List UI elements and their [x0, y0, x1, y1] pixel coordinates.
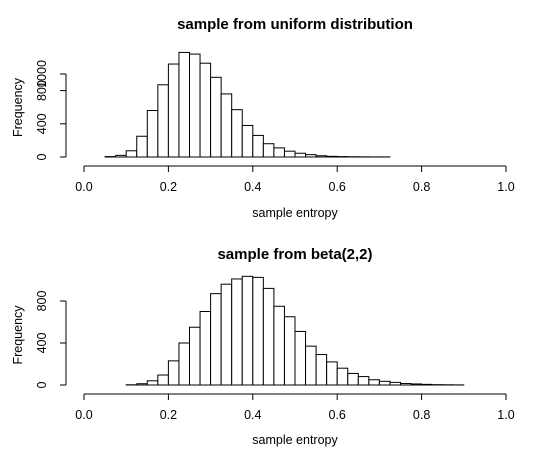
- histogram-bar: [326, 361, 338, 386]
- x-axis-label: sample entropy: [252, 433, 338, 447]
- y-tick-label: 0: [35, 381, 49, 388]
- x-tick-label: 0.0: [75, 180, 92, 194]
- y-tick-label: 400: [35, 113, 49, 134]
- x-tick-label: 0.8: [413, 408, 430, 422]
- histogram-bar: [283, 316, 296, 386]
- histogram-bar: [262, 143, 275, 158]
- histogram-bar: [283, 150, 296, 158]
- histogram-bar: [136, 135, 148, 158]
- histogram-bar: [241, 275, 254, 386]
- chart-title: sample from uniform distribution: [177, 16, 413, 33]
- histogram-bar: [199, 62, 212, 158]
- histogram-bar: [115, 154, 127, 158]
- x-tick-label: 0.6: [329, 180, 346, 194]
- x-tick-label: 0.0: [75, 408, 92, 422]
- histogram-bar: [189, 326, 201, 386]
- histogram-bar: [220, 93, 233, 158]
- histogram-bar: [136, 383, 148, 386]
- histogram-bar: [189, 53, 201, 158]
- histogram-bar: [347, 372, 359, 386]
- histogram-bar: [252, 134, 264, 158]
- histogram-bar: [241, 124, 254, 158]
- y-tick-label: 400: [35, 333, 49, 354]
- histogram-bar: [167, 63, 180, 158]
- x-tick-label: 0.2: [160, 180, 177, 194]
- histogram-uniform: sample from uniform distribution 0.0 0.2 0.…: [11, 16, 515, 220]
- histogram-bar: [125, 150, 138, 158]
- histogram-bar: [368, 379, 380, 386]
- x-tick-label: 0.4: [244, 408, 261, 422]
- histogram-bar: [199, 311, 212, 386]
- histogram-bar: [210, 293, 222, 386]
- histogram-bar: [294, 152, 307, 158]
- y-tick-label: 1000: [35, 60, 49, 88]
- x-tick-label: 1.0: [497, 408, 514, 422]
- histogram-bar: [231, 278, 243, 386]
- histogram-bar: [231, 109, 243, 158]
- x-tick-label: 0.8: [413, 180, 430, 194]
- histogram-bar: [167, 360, 180, 386]
- histogram-beta: sample from beta(2,2) 0.0 0.2 0.4 0.6 0.8 1.0 0…: [11, 246, 515, 447]
- x-axis-label: sample entropy: [252, 206, 338, 220]
- x-tick-label: 0.6: [329, 408, 346, 422]
- histogram-bar: [378, 380, 391, 386]
- y-tick-label: 0: [35, 153, 49, 160]
- histogram-bar: [400, 383, 412, 386]
- y-tick-label: 800: [35, 291, 49, 312]
- chart-title: sample from beta(2,2): [217, 246, 372, 263]
- histogram-bar: [336, 367, 349, 386]
- histogram-bar: [210, 76, 222, 158]
- histogram-bar: [294, 330, 307, 386]
- histogram-bar: [410, 383, 423, 386]
- histogram-bar: [357, 376, 370, 386]
- x-tick-label: 1.0: [497, 180, 514, 194]
- histogram-bar: [146, 110, 159, 158]
- y-axis-label: Frequency: [11, 305, 25, 365]
- histogram-bar: [262, 287, 275, 386]
- histogram-bar: [157, 374, 169, 386]
- histogram-bar: [220, 283, 233, 386]
- histogram-bar: [315, 155, 328, 158]
- histogram-bar: [305, 154, 317, 158]
- histogram-bar: [305, 345, 317, 386]
- x-tick-label: 0.2: [160, 408, 177, 422]
- histogram-bar: [178, 51, 190, 158]
- histogram-bar: [178, 342, 190, 386]
- histogram-bar: [389, 381, 402, 386]
- histogram-bar: [146, 380, 159, 386]
- histogram-bar: [157, 84, 169, 158]
- histogram-bar: [326, 155, 338, 158]
- histogram-bar: [273, 147, 285, 158]
- histogram-bar: [273, 305, 285, 386]
- y-tick-label: 800: [35, 80, 49, 101]
- histogram-bar: [315, 354, 328, 386]
- histogram-bar: [421, 383, 433, 386]
- histogram-bar: [252, 276, 264, 386]
- x-tick-label: 0.4: [244, 180, 261, 194]
- y-axis-label: Frequency: [11, 77, 25, 137]
